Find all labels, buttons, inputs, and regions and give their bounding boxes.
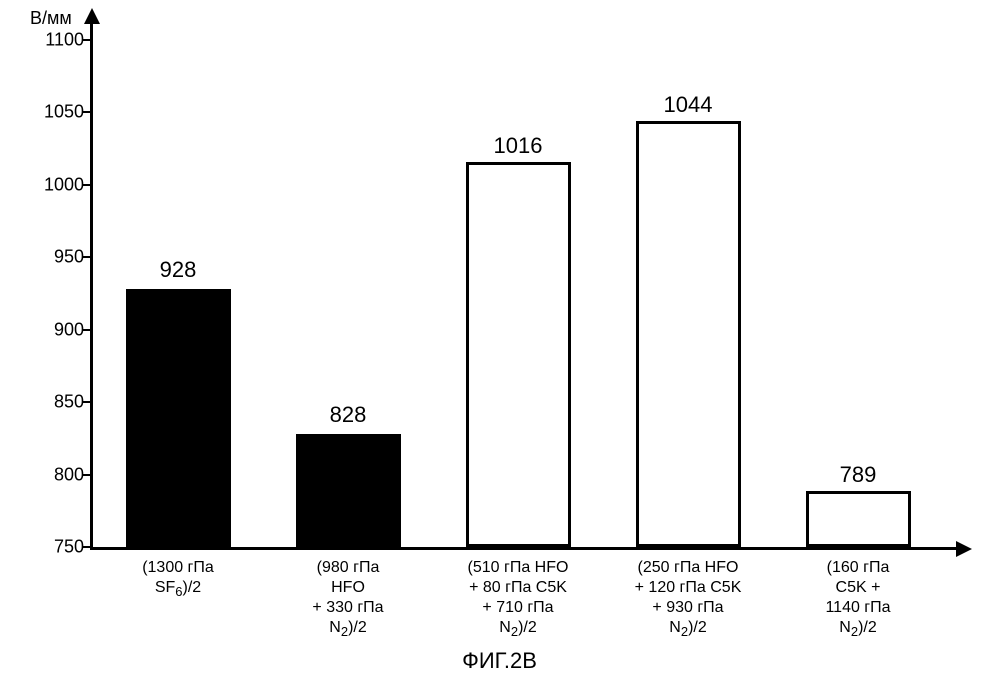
x-category-label: (980 гПаHFO+ 330 гПаN2)/2 [263,558,433,640]
x-category-label: (1300 гПаSF6)/2 [93,558,263,600]
x-category-label: (510 гПа HFO+ 80 гПа C5K+ 710 гПаN2)/2 [433,558,603,640]
bar-value-label: 1044 [639,92,738,118]
bar-chart: В/мм 750 800 850 900 950 1000 1050 1100 928 828 1… [0,0,999,682]
x-category-label: (250 гПа HFO+ 120 гПа C5K+ 930 гПаN2)/2 [603,558,773,640]
bar-value-label: 928 [126,257,231,283]
x-axis [90,547,960,550]
y-tick-label: 850 [4,392,84,413]
bar: 1016 [466,162,571,547]
y-tick-label: 950 [4,247,84,268]
bar: 789 [806,491,911,547]
y-tick-label: 800 [4,464,84,485]
y-axis-arrow-icon [84,8,100,24]
x-axis-arrow-icon [956,541,972,557]
y-tick-label: 1050 [4,102,84,123]
x-category-label: (160 гПаC5K +1140 гПаN2)/2 [773,558,943,640]
bar-value-label: 789 [809,462,908,488]
y-axis-label: В/мм [30,8,72,29]
bar-value-label: 828 [296,402,401,428]
plot-area: 928 828 1016 1044 789 [93,40,943,547]
bar-value-label: 1016 [469,133,568,159]
y-tick-label: 750 [4,537,84,558]
figure-caption: ФИГ.2В [0,648,999,674]
bar: 1044 [636,121,741,547]
y-tick-label: 1000 [4,174,84,195]
bar: 828 [296,434,401,547]
y-tick-label: 900 [4,319,84,340]
bar: 928 [126,289,231,547]
y-tick-label: 1100 [4,30,84,51]
